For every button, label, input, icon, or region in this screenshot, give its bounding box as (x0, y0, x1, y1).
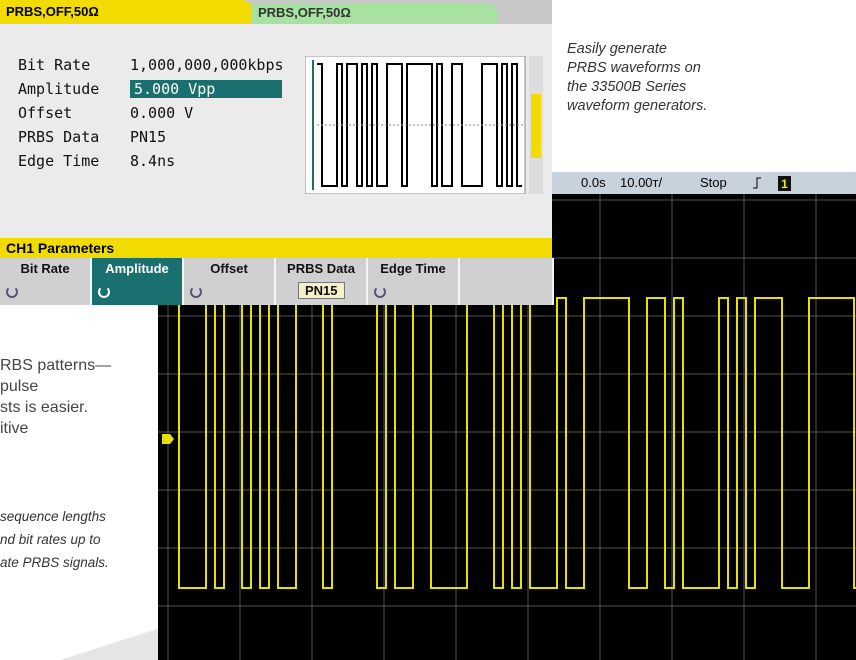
status: 10.00т/ (620, 175, 662, 190)
icon (6, 286, 18, 298)
decor (60, 628, 160, 660)
param-label: Bit Rate (18, 56, 91, 74)
icon (98, 286, 110, 298)
text-line: sequence lengths (0, 509, 106, 524)
text-line: waveform generators. (567, 98, 708, 114)
caption: Easily generate PRBS waveforms on the 3350… (567, 40, 707, 116)
param-label: Amplitude (18, 80, 100, 98)
softkey-label: Bit Rate (20, 261, 70, 276)
preview (305, 56, 543, 194)
param-value: 8.4ns (130, 152, 176, 170)
section-bar: CH1 Parameters (0, 238, 552, 258)
param-label: PRBS Data (18, 128, 100, 146)
param-label: Offset (18, 104, 73, 122)
side-note: sequence lengths nd bit rates up to ate PR… (0, 505, 109, 574)
softkey[interactable]: Edge Time (368, 258, 460, 305)
icon (190, 286, 202, 298)
status: 0.0s (581, 175, 606, 190)
param-value: 5.000 Vpp (130, 80, 282, 98)
softkey-label: Edge Time (380, 261, 446, 276)
channel: 1 (781, 177, 788, 191)
text-line: nd bit rates up to (0, 532, 101, 547)
param-value: PN15 (130, 128, 167, 146)
text-line: sts is easier. (0, 399, 89, 416)
softkey[interactable]: Bit Rate (0, 258, 92, 305)
softkey-value: PN15 (298, 282, 345, 299)
text-line: itive (0, 420, 29, 437)
status: Stop (700, 175, 727, 190)
softkey-label: PRBS Data (287, 261, 355, 276)
text-line: pulse (0, 378, 39, 395)
softkey (460, 258, 554, 305)
tab[interactable]: PRBS,OFF,50Ω (252, 3, 497, 24)
softkey[interactable]: Amplitude (92, 258, 184, 305)
body-text: RBS patterns— pulse sts is easier. itive (0, 355, 111, 439)
icon (374, 286, 386, 298)
softkey-label: Offset (210, 261, 248, 276)
text-line: RBS patterns— (0, 357, 112, 374)
text-line: the 33500B Series (567, 79, 687, 95)
param-value: 0.000 V (130, 104, 194, 122)
text-line: PRBS waveforms on (567, 60, 701, 76)
softkey[interactable]: Offset (184, 258, 276, 305)
generator-screen: PRBS,OFF,50Ω PRBS,OFF,50Ω Bit Rate 1,000,… (0, 0, 554, 305)
text-line: ate PRBS signals. (0, 555, 109, 570)
softkey[interactable]: PRBS Data PN15 (276, 258, 368, 305)
param-value: 1,000,000,000kbps (130, 56, 284, 74)
text-line: Easily generate (567, 41, 667, 57)
softkey-label: Amplitude (105, 261, 169, 276)
param-label: Edge Time (18, 152, 100, 170)
tab[interactable]: PRBS,OFF,50Ω (0, 0, 252, 24)
